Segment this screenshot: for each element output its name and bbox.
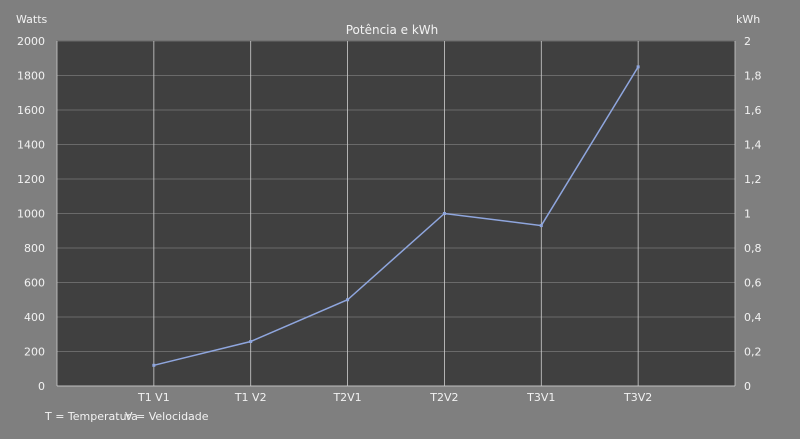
y2-tick-label: 0,2 bbox=[744, 346, 762, 359]
data-point bbox=[539, 224, 543, 228]
legend-note-temperature: T = Temperatura bbox=[45, 410, 138, 423]
y2-tick-label: 0,4 bbox=[744, 311, 762, 324]
y2-tick-label: 0,8 bbox=[744, 242, 762, 255]
data-point bbox=[152, 363, 156, 367]
y-tick-label: 800 bbox=[24, 242, 45, 255]
x-tick-label: T3V2 bbox=[623, 391, 652, 404]
y2-tick-label: 0 bbox=[744, 380, 751, 393]
x-tick-label: T2V2 bbox=[429, 391, 458, 404]
data-point bbox=[636, 65, 640, 69]
data-point bbox=[442, 212, 446, 215]
y-tick-label: 400 bbox=[24, 311, 45, 324]
legend-note-velocity: V = Velocidade bbox=[125, 410, 209, 423]
y2-tick-label: 1,2 bbox=[744, 173, 762, 186]
y-tick-label: 2000 bbox=[17, 35, 45, 48]
x-tick-label: T1 V2 bbox=[234, 391, 267, 404]
x-tick-label: T2V1 bbox=[332, 391, 361, 404]
y-tick-label: 1000 bbox=[17, 208, 45, 221]
series-line bbox=[153, 66, 639, 367]
y2-tick-label: 1 bbox=[744, 208, 751, 221]
y2-tick-label: 2 bbox=[744, 35, 751, 48]
y2-axis-label: kWh bbox=[736, 13, 760, 26]
y-tick-label: 1400 bbox=[17, 139, 45, 152]
y-tick-label: 600 bbox=[24, 277, 45, 290]
y-axis-label: Watts bbox=[16, 13, 48, 26]
y2-tick-label: 1,8 bbox=[744, 70, 762, 83]
data-point bbox=[346, 298, 350, 302]
y2-tick-label: 1,6 bbox=[744, 104, 762, 117]
y-tick-label: 1800 bbox=[17, 70, 45, 83]
x-tick-label: T3V1 bbox=[526, 391, 555, 404]
y2-tick-label: 1,4 bbox=[744, 139, 762, 152]
y-tick-label: 1200 bbox=[17, 173, 45, 186]
data-point bbox=[249, 339, 253, 343]
x-tick-label: T1 V1 bbox=[137, 391, 170, 404]
y-tick-label: 0 bbox=[38, 380, 45, 393]
y-tick-label: 200 bbox=[24, 346, 45, 359]
chart-title: Potência e kWh bbox=[346, 23, 439, 37]
y-tick-label: 1600 bbox=[17, 104, 45, 117]
y2-tick-label: 0,6 bbox=[744, 277, 762, 290]
